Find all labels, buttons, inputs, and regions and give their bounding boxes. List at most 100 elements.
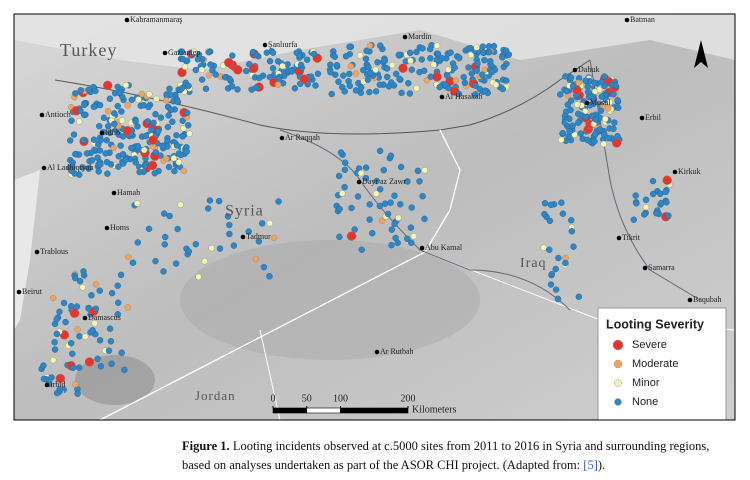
site-dot [53, 389, 61, 397]
site-dot [592, 130, 599, 138]
site-dot [357, 169, 365, 177]
site-dot [215, 197, 223, 205]
site-dot [490, 42, 498, 50]
site-dot [346, 82, 353, 90]
site-dot [229, 52, 236, 59]
site-dot [97, 161, 104, 168]
site-dot [110, 144, 117, 152]
site-dot [567, 74, 575, 81]
site-dot [209, 66, 216, 74]
river [279, 129, 571, 311]
site-dot [62, 318, 69, 326]
site-dot [342, 159, 349, 166]
city-label: Baqubah [693, 295, 721, 304]
legend-title: Looting Severity [606, 317, 704, 331]
city-marker [439, 94, 445, 100]
city-marker [99, 130, 105, 136]
site-dot [106, 95, 114, 102]
site-dot [221, 74, 229, 81]
site-dot [166, 85, 173, 93]
site-dot [363, 47, 370, 54]
city-marker [240, 234, 246, 240]
site-dot [605, 105, 612, 112]
caption-ref[interactable]: [5] [583, 458, 598, 472]
site-dot [279, 62, 286, 70]
site-dot [605, 134, 612, 142]
north-arrow [694, 40, 708, 68]
site-dot [377, 42, 384, 49]
site-dot [50, 356, 57, 364]
site-dot [84, 357, 95, 367]
site-dot [406, 90, 414, 97]
site-dot [362, 174, 370, 182]
site-dot [577, 130, 584, 137]
site-dot [310, 50, 318, 58]
site-dot [387, 152, 395, 159]
site-dot [633, 200, 640, 207]
site-dot [584, 83, 591, 90]
site-dot [224, 57, 234, 68]
site-dot [376, 202, 384, 210]
site-dot [102, 80, 113, 91]
site-dot [94, 355, 101, 362]
site-dot [152, 149, 160, 156]
site-dot [72, 381, 79, 388]
site-dot [418, 56, 425, 63]
site-dot [546, 217, 554, 225]
site-dot [91, 320, 98, 327]
city-marker [41, 165, 47, 171]
site-dot [106, 325, 114, 332]
site-dot [378, 217, 386, 225]
site-dot [384, 73, 391, 81]
site-dot [80, 137, 87, 144]
site-dot [559, 129, 566, 137]
site-dot [650, 190, 657, 198]
site-dot [144, 118, 152, 125]
site-dot [184, 122, 192, 129]
city-label: Abu Kamal [425, 243, 463, 252]
site-dot [333, 61, 341, 69]
site-dot [122, 81, 130, 89]
site-points [38, 42, 673, 397]
site-dot [606, 98, 613, 106]
site-dot [157, 114, 165, 121]
site-dot [408, 204, 415, 211]
site-dot [327, 69, 334, 76]
site-dot [85, 86, 92, 94]
site-dot [259, 220, 266, 227]
legend-label: Severe [632, 339, 667, 351]
site-dot [568, 228, 575, 235]
city-marker [616, 235, 622, 241]
site-dot [208, 244, 215, 252]
city-label: Damascus [88, 313, 121, 322]
site-dot [427, 55, 434, 62]
site-dot [195, 273, 202, 281]
site-dot [499, 85, 506, 93]
site-dot [641, 211, 648, 218]
site-dot [364, 76, 372, 84]
site-dot [60, 299, 68, 307]
site-dot [597, 107, 605, 114]
site-dot [541, 200, 549, 207]
site-dot [97, 137, 104, 144]
site-dot [421, 67, 428, 75]
site-dot [342, 53, 350, 60]
scale-segment [306, 407, 341, 414]
site-dot [340, 72, 347, 79]
site-dot [172, 260, 180, 267]
site-dot [479, 71, 486, 78]
site-dot [177, 201, 184, 208]
site-dot [114, 102, 122, 110]
site-dot [190, 48, 198, 55]
site-dot [118, 349, 125, 356]
site-dot [341, 166, 349, 174]
site-dot [347, 63, 354, 70]
site-dot [436, 83, 443, 91]
site-dot [160, 210, 168, 217]
site-dot [601, 73, 608, 80]
site-dot [255, 238, 263, 245]
site-dot [171, 167, 178, 175]
site-dot [610, 125, 617, 132]
site-dot [472, 91, 479, 98]
site-dot [55, 373, 66, 384]
